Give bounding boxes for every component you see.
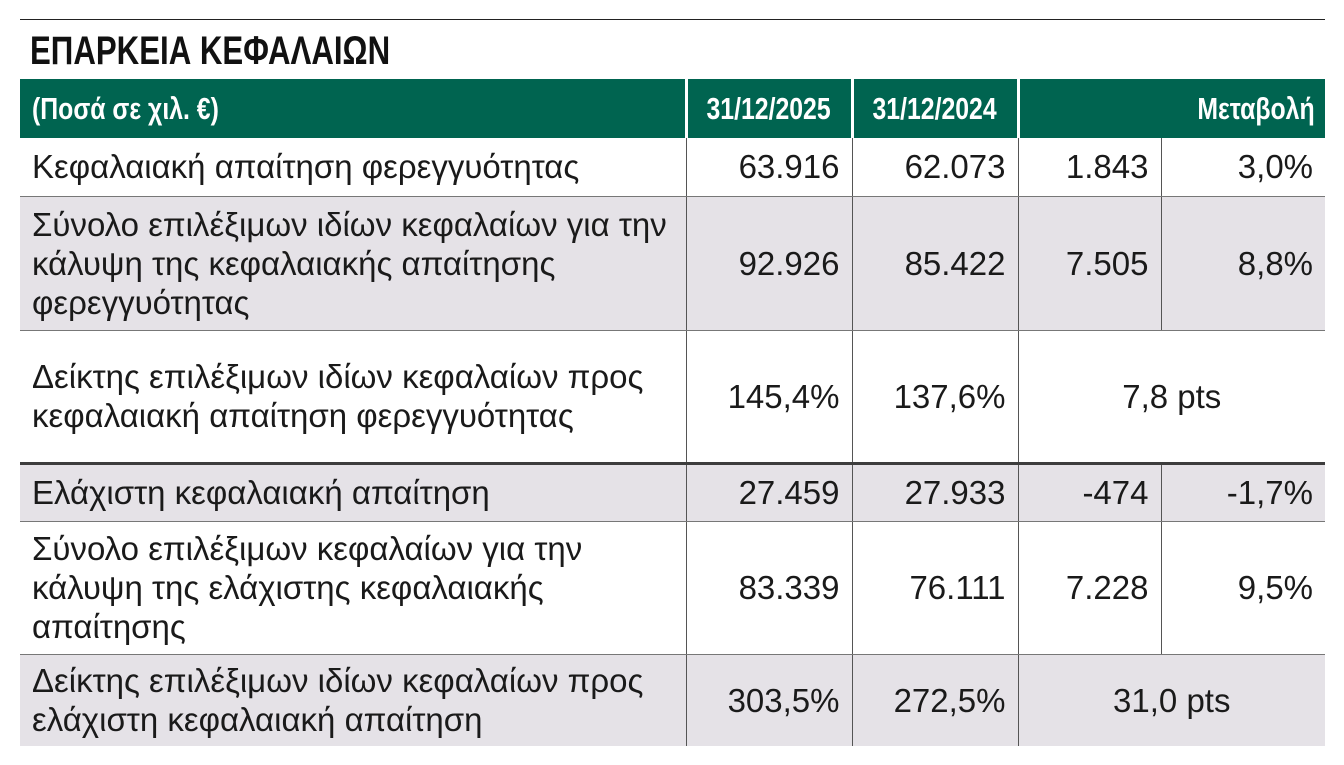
header-units: (Ποσά σε χιλ. €) bbox=[20, 79, 686, 138]
value-2024: 272,5% bbox=[851, 654, 1018, 746]
header-2025: 31/12/2025 bbox=[684, 79, 852, 138]
row-label: Κεφαλαιακή απαίτηση φερεγγυότητας bbox=[20, 138, 686, 197]
change-percent: 3,0% bbox=[1160, 138, 1326, 197]
value-2025: 63.916 bbox=[685, 138, 852, 197]
value-2024: 27.933 bbox=[851, 463, 1018, 522]
value-2025: 145,4% bbox=[685, 330, 852, 465]
row-label: Δείκτης επιλέξιμων ιδίων κεφαλαίων προς … bbox=[20, 330, 686, 465]
value-2025: 303,5% bbox=[685, 654, 852, 746]
change-absolute: 7.228 bbox=[1017, 521, 1161, 655]
header-2024: 31/12/2024 bbox=[850, 79, 1018, 138]
header-change: Μεταβολή bbox=[1016, 79, 1326, 138]
change-absolute: 1.843 bbox=[1017, 138, 1161, 197]
table-row: Δείκτης επιλέξιμων ιδίων κεφαλαίων προς … bbox=[20, 330, 1326, 465]
row-label: Ελάχιστη κεφαλαιακή απαίτηση bbox=[20, 463, 686, 522]
change-absolute: -474 bbox=[1017, 463, 1161, 522]
change-absolute: 7.505 bbox=[1017, 196, 1161, 331]
table-row: Σύνολο επιλέξιμων ιδίων κεφαλαίων για τη… bbox=[20, 196, 1326, 331]
top-rule bbox=[20, 19, 1325, 20]
table-header-row: (Ποσά σε χιλ. €) 31/12/2025 31/12/2024 Μ… bbox=[20, 79, 1326, 138]
table-row: Δείκτης επιλέξιμων ιδίων κεφαλαίων προς … bbox=[20, 654, 1326, 746]
value-2024: 85.422 bbox=[851, 196, 1018, 331]
table-row: Ελάχιστη κεφαλαιακή απαίτηση 27.459 27.9… bbox=[20, 463, 1326, 522]
value-2024: 137,6% bbox=[851, 330, 1018, 465]
change-points: 31,0 pts bbox=[1017, 654, 1326, 746]
value-2025: 92.926 bbox=[685, 196, 852, 331]
row-label: Σύνολο επιλέξιμων ιδίων κεφαλαίων για τη… bbox=[20, 196, 686, 331]
value-2024: 76.111 bbox=[851, 521, 1018, 655]
capital-adequacy-table: (Ποσά σε χιλ. €) 31/12/2025 31/12/2024 Μ… bbox=[20, 79, 1326, 746]
table-row: Σύνολο επιλέξιμων κεφαλαίων για την κάλυ… bbox=[20, 521, 1326, 655]
value-2025: 83.339 bbox=[685, 521, 852, 655]
change-percent: -1,7% bbox=[1160, 463, 1326, 522]
value-2025: 27.459 bbox=[685, 463, 852, 522]
change-percent: 8,8% bbox=[1160, 196, 1326, 331]
change-percent: 9,5% bbox=[1160, 521, 1326, 655]
row-label: Σύνολο επιλέξιμων κεφαλαίων για την κάλυ… bbox=[20, 521, 686, 655]
table-row: Κεφαλαιακή απαίτηση φερεγγυότητας 63.916… bbox=[20, 138, 1326, 197]
change-points: 7,8 pts bbox=[1017, 330, 1326, 465]
row-label: Δείκτης επιλέξιμων ιδίων κεφαλαίων προς … bbox=[20, 654, 686, 746]
table-title: ΕΠΑΡΚΕΙΑ ΚΕΦΑΛΑΙΩΝ bbox=[30, 29, 391, 73]
value-2024: 62.073 bbox=[851, 138, 1018, 197]
